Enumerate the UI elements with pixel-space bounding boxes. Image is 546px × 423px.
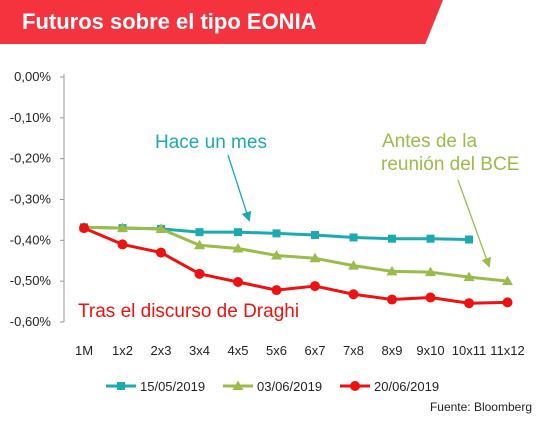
x-tick-label: 11x12: [490, 343, 524, 358]
x-tick-label: 2x3: [151, 343, 172, 358]
x-tick-label: 3x4: [189, 343, 210, 358]
data-point: [349, 233, 358, 242]
data-point: [155, 223, 167, 233]
chart-title: Futuros sobre el tipo EONIA: [22, 9, 317, 34]
data-point: [271, 249, 282, 260]
data-point: [309, 252, 321, 263]
series-2: [79, 223, 513, 309]
data-point: [465, 235, 473, 244]
data-point: [425, 266, 436, 277]
y-tick-label: -0,40%: [10, 232, 52, 247]
x-tick-label: 7x8: [343, 343, 364, 358]
data-point: [117, 222, 128, 233]
data-point: [117, 239, 128, 250]
x-tick-label: 1M: [75, 343, 93, 358]
legend-marker: [117, 382, 125, 390]
y-tick-label: -0,60%: [10, 314, 52, 329]
annotation-draghi: Tras el discurso de Draghi: [78, 301, 299, 322]
x-tick-label: 8x9: [382, 343, 403, 358]
data-point: [310, 281, 320, 292]
data-point: [79, 223, 89, 234]
data-point: [464, 298, 474, 309]
data-point: [156, 247, 166, 258]
x-tick-label: 4x5: [228, 343, 249, 358]
title-banner: [0, 0, 443, 44]
data-point: [348, 289, 359, 300]
data-point: [387, 294, 397, 305]
data-point: [194, 268, 205, 279]
legend-marker: [350, 381, 360, 391]
annotation-arrow-bce: [457, 179, 491, 268]
data-point: [502, 275, 513, 286]
annotation-arrow-hace-un-mes: [227, 154, 252, 222]
data-point: [348, 260, 359, 270]
data-point: [311, 231, 319, 240]
data-point: [233, 276, 243, 287]
data-point: [502, 297, 513, 308]
x-tick-label: 1x2: [112, 343, 133, 358]
data-point: [386, 265, 398, 276]
y-tick-label: -0,50%: [10, 273, 52, 288]
annotation-reunion-del-bce: reunión del BCE: [381, 154, 519, 175]
y-tick-label: -0,10%: [10, 110, 52, 125]
y-tick-label: -0,30%: [10, 192, 52, 207]
x-tick-label: 6x7: [305, 343, 326, 358]
data-point: [194, 239, 205, 250]
data-point: [232, 243, 244, 253]
y-axis: 0,00% -0,10% -0,20% -0,30% -0,40% -0,50% -0,60…: [10, 69, 64, 329]
legend-marker: [232, 380, 244, 390]
series-line-1: [83, 225, 508, 283]
data-point: [271, 285, 282, 296]
data-point: [195, 228, 204, 237]
data-point: [426, 234, 435, 243]
legend-label: 15/05/2019: [140, 379, 205, 394]
data-point: [272, 229, 281, 238]
series-1: [78, 221, 513, 286]
x-axis: 1M 1x2 2x3 3x4 4x5 5x6 6x7 7x8 8x9 9x10 10x11 11x12: [75, 343, 525, 358]
series-line-2: [83, 226, 508, 305]
data-point: [463, 271, 475, 282]
plot-area: [78, 221, 513, 309]
annotation-hace-un-mes: Hace un mes: [155, 132, 267, 153]
x-tick-label: 5x6: [266, 343, 287, 358]
annotation-antes-de-la: Antes de la: [382, 131, 477, 152]
y-tick-label: 0,00%: [14, 69, 51, 84]
data-point: [234, 228, 242, 237]
series-0: [80, 223, 473, 244]
x-tick-label: 10x11: [452, 343, 486, 358]
source-note: Fuente: Bloomberg: [429, 400, 532, 414]
legend-label: 03/06/2019: [257, 379, 322, 394]
data-point: [425, 292, 436, 303]
legend-label: 20/06/2019: [374, 379, 439, 394]
x-tick-label: 9x10: [416, 343, 444, 358]
y-tick-label: -0,20%: [10, 151, 52, 166]
data-point: [388, 234, 396, 243]
legend: 15/05/2019 03/06/2019 20/06/2019: [106, 379, 439, 394]
